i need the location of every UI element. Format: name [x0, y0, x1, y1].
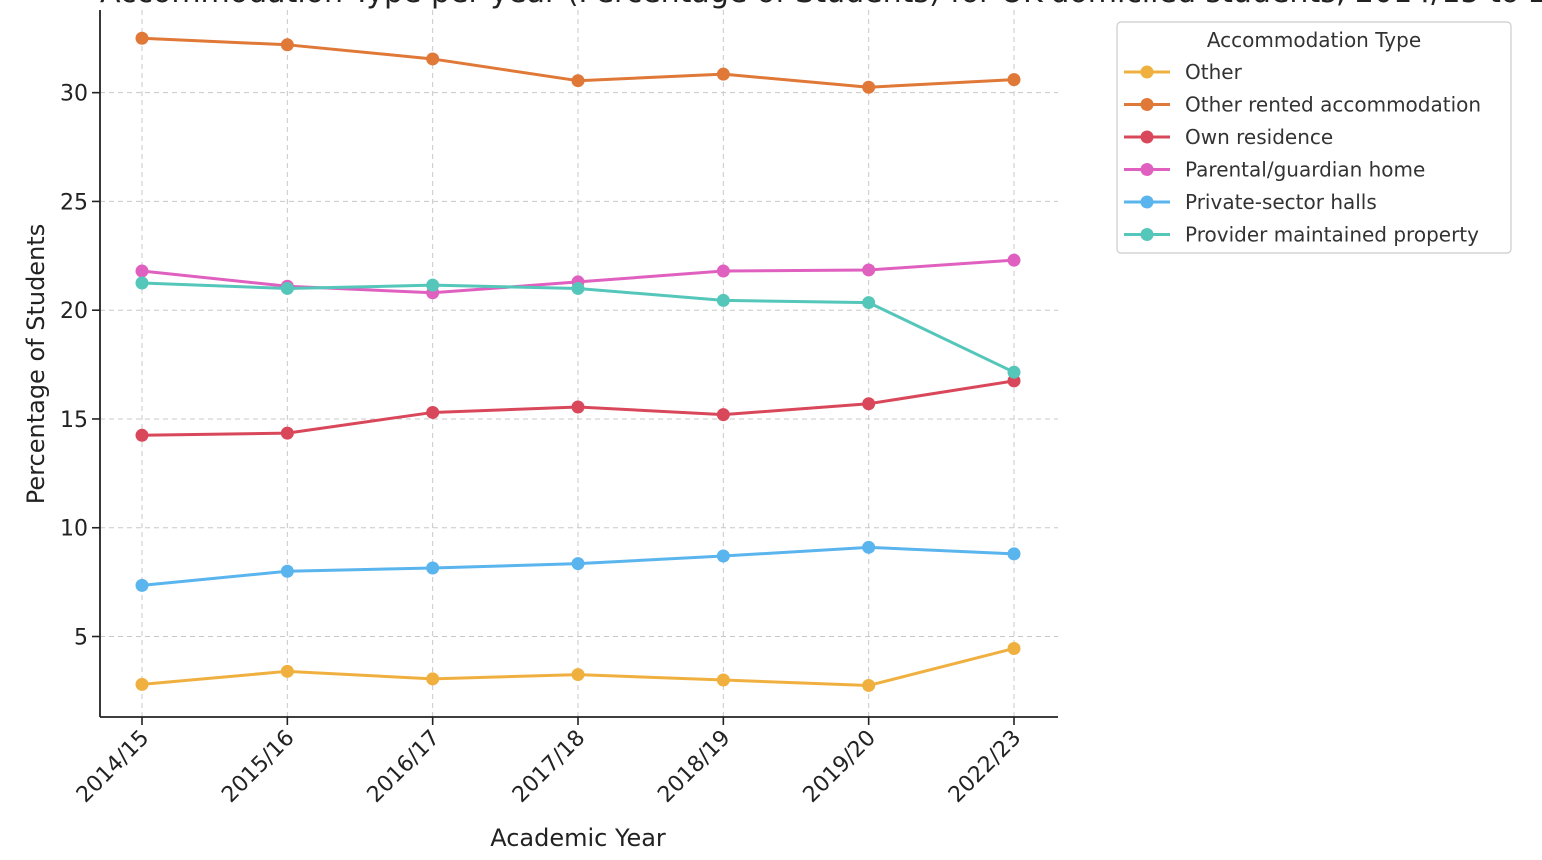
data-point-parental-guardian-home	[716, 264, 730, 278]
legend-item-provider-maintained-property: Provider maintained property	[1124, 223, 1479, 247]
data-point-provider-maintained-property	[716, 293, 730, 307]
data-point-private-sector-halls	[571, 557, 585, 571]
y-tick-label: 10	[60, 517, 88, 542]
y-axis-title: Percentage of Students	[22, 224, 50, 504]
legend-entries: Other Other rented accommodation Own resid…	[1124, 60, 1481, 247]
legend-swatch-marker	[1140, 228, 1154, 241]
x-tick-label: 2014/15	[72, 726, 154, 808]
data-point-other-rented-accommodation	[862, 80, 876, 94]
x-tick-labels: 2014/15 2015/16 2016/17 2017/18 2018/19 2019/…	[72, 726, 1026, 808]
legend: Accommodation Type Other Other rented acc…	[1116, 21, 1512, 254]
data-point-other	[862, 678, 876, 692]
legend-item-other-rented-accommodation: Other rented accommodation	[1124, 93, 1481, 117]
data-point-other-rented-accommodation	[1007, 73, 1021, 87]
data-point-provider-maintained-property	[1007, 365, 1021, 379]
data-point-parental-guardian-home	[135, 264, 149, 278]
data-point-own-residence	[135, 428, 149, 442]
data-point-other-rented-accommodation	[716, 67, 730, 81]
legend-label: Other rented accommodation	[1185, 93, 1481, 117]
data-point-private-sector-halls	[135, 578, 149, 592]
x-tick-label: 2018/19	[653, 726, 735, 808]
legend-swatch-marker	[1140, 195, 1154, 209]
data-point-other	[135, 677, 149, 691]
data-point-private-sector-halls	[280, 564, 294, 578]
data-point-other	[280, 664, 294, 678]
legend-title: Accommodation Type	[1207, 28, 1421, 52]
legend-item-private-sector-halls: Private-sector halls	[1124, 190, 1377, 214]
legend-label: Other	[1185, 60, 1243, 84]
data-point-other-rented-accommodation	[426, 52, 440, 66]
data-point-parental-guardian-home	[862, 263, 876, 277]
axes	[92, 10, 1058, 725]
data-point-other-rented-accommodation	[571, 74, 585, 88]
data-point-other-rented-accommodation	[280, 38, 294, 52]
y-tick-labels: 5 10 15 20 25 30	[60, 82, 88, 651]
data-point-other	[716, 673, 730, 687]
legend-label: Private-sector halls	[1185, 190, 1377, 214]
legend-item-other: Other	[1124, 60, 1243, 84]
data-point-parental-guardian-home	[1007, 253, 1021, 267]
y-tick-label: 15	[60, 408, 88, 433]
legend-label: Parental/guardian home	[1185, 158, 1425, 182]
data-point-own-residence	[280, 426, 294, 440]
chart-title: Accommodation Type per year (Percentage …	[100, 0, 1542, 10]
y-tick-label: 25	[60, 190, 88, 215]
x-tick-label: 2017/18	[508, 726, 590, 808]
x-axis-title: Academic Year	[490, 824, 666, 852]
data-point-provider-maintained-property	[862, 296, 876, 310]
data-point-private-sector-halls	[1007, 547, 1021, 561]
legend-item-parental-guardian-home: Parental/guardian home	[1124, 158, 1425, 182]
grid-lines	[100, 10, 1058, 717]
legend-item-own-residence: Own residence	[1124, 125, 1333, 149]
data-point-provider-maintained-property	[135, 276, 149, 290]
x-tick-label: 2016/17	[363, 726, 445, 808]
data-point-other	[1007, 641, 1021, 655]
legend-swatch-marker	[1140, 163, 1154, 176]
series-lines	[135, 31, 1021, 692]
data-point-own-residence	[862, 397, 876, 411]
data-point-other	[571, 668, 585, 682]
data-point-other-rented-accommodation	[135, 31, 149, 45]
series-provider-maintained-property	[135, 276, 1021, 379]
data-point-provider-maintained-property	[280, 281, 294, 295]
series-private-sector-halls	[135, 540, 1021, 592]
data-point-own-residence	[716, 408, 730, 422]
legend-label: Own residence	[1185, 125, 1333, 149]
data-point-own-residence	[426, 405, 440, 419]
data-point-private-sector-halls	[716, 549, 730, 563]
data-point-private-sector-halls	[426, 561, 440, 575]
series-other-rented-accommodation	[135, 31, 1021, 94]
x-tick-label: 2019/20	[799, 726, 881, 808]
legend-swatch-marker	[1140, 65, 1154, 79]
legend-swatch-marker	[1140, 130, 1154, 144]
y-tick-label: 5	[74, 626, 88, 651]
legend-label: Provider maintained property	[1185, 223, 1479, 247]
data-point-provider-maintained-property	[426, 278, 440, 292]
data-point-private-sector-halls	[862, 540, 876, 554]
data-point-own-residence	[571, 400, 585, 414]
legend-swatch-marker	[1140, 98, 1154, 111]
data-point-other	[426, 672, 440, 686]
legend-box	[1116, 21, 1512, 254]
series-other	[135, 641, 1021, 692]
y-tick-label: 30	[60, 82, 88, 107]
x-tick-label: 2022/23	[944, 726, 1026, 808]
y-tick-label: 20	[60, 299, 88, 324]
series-own-residence	[135, 374, 1021, 442]
data-point-provider-maintained-property	[571, 281, 585, 295]
x-tick-label: 2015/16	[217, 726, 299, 808]
